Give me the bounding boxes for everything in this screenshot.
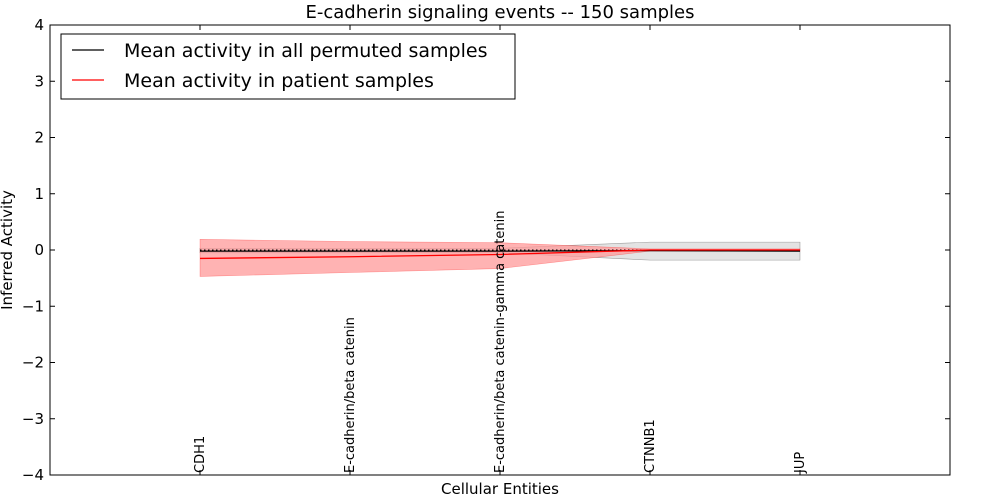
y-tick-label: −4 [22,466,44,484]
y-tick-label: −2 [22,354,44,372]
y-tick-label: 1 [34,185,44,203]
x-category-label: CDH1 [193,436,208,473]
y-tick-label: 0 [34,241,44,259]
x-category-label: E-cadherin/beta catenin [343,317,358,473]
y-tick-label: −3 [22,410,44,428]
legend-box [60,33,516,100]
legend-label-patient: Mean activity in patient samples [124,70,434,92]
y-axis-label: Inferred Activity [0,190,16,310]
line-series-0 [200,249,801,252]
legend-label-permuted: Mean activity in all permuted samples [124,40,487,62]
line-series-1 [199,249,800,260]
y-tick-label: −1 [22,297,44,315]
y-tick-label: 4 [34,16,44,34]
y-tick-label: 3 [34,72,44,90]
y-tick-label: 2 [34,129,44,147]
x-category-label: E-cadherin/beta catenin-gamma catenin [493,211,508,473]
x-category-label: JUP [793,452,808,474]
x-category-label: CTNNB1 [643,419,658,473]
legend: Mean activity in all permuted samples Me… [60,33,516,100]
x-axis-label: Cellular Entities [441,480,559,498]
chart-title: E-cadherin signaling events -- 150 sampl… [305,2,694,23]
